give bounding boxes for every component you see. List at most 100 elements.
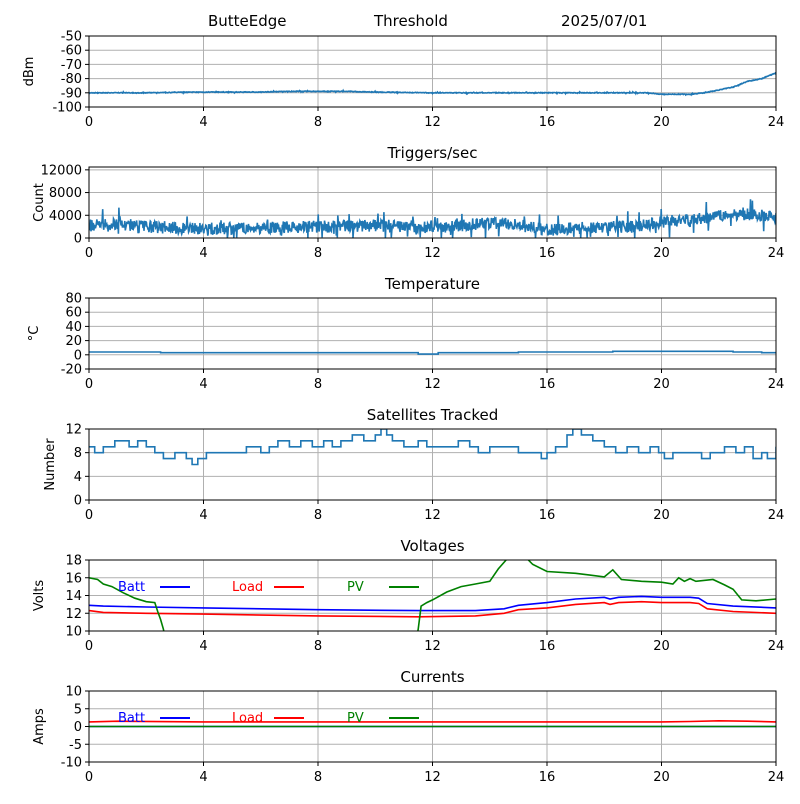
x-tick-label: 20 <box>653 377 670 392</box>
x-tick-label: 12 <box>424 639 441 654</box>
series-line-batt <box>89 595 776 612</box>
y-tick-label: -90 <box>61 86 82 101</box>
legend-label-batt: Batt <box>118 711 145 726</box>
x-tick-label: 12 <box>424 115 441 130</box>
x-tick-label: 4 <box>199 639 207 654</box>
legend-label-load: Load <box>232 711 263 726</box>
series-line <box>89 199 776 238</box>
y-axis-label: Volts <box>32 580 47 612</box>
currents-chart: 0 4 8 12 16 20 24 -10 -5 0 5 10 Currents Amps Batt Load… <box>32 668 784 785</box>
x-tick-label: 24 <box>768 508 785 523</box>
y-tick-label: 12 <box>65 423 82 438</box>
y-tick-label: 0 <box>74 232 82 247</box>
y-tick-label: 60 <box>65 306 82 321</box>
x-tick-label: 12 <box>424 377 441 392</box>
x-tick-label: 16 <box>539 770 556 785</box>
chart-title: Currents <box>400 668 464 686</box>
x-tick-label: 20 <box>653 115 670 130</box>
legend-label-load: Load <box>232 580 263 595</box>
chart-title: Triggers/sec <box>387 144 478 162</box>
x-tick-label: 4 <box>199 246 207 261</box>
chart-title: Temperature <box>384 275 480 293</box>
y-tick-label: 5 <box>74 702 82 717</box>
satellites-chart: 0 4 8 12 16 20 24 0 4 8 12 Satellites Tracked Number <box>43 406 784 523</box>
y-tick-label: -60 <box>61 44 82 59</box>
series-line-pv <box>89 560 776 631</box>
y-tick-label: -70 <box>61 58 82 73</box>
x-tick-label: 8 <box>314 508 322 523</box>
series-line <box>89 429 776 466</box>
x-tick-label: 12 <box>424 770 441 785</box>
x-tick-label: 0 <box>85 377 93 392</box>
x-tick-label: 24 <box>768 377 785 392</box>
x-tick-label: 24 <box>768 115 785 130</box>
y-tick-label: -5 <box>69 738 82 753</box>
x-tick-label: 4 <box>199 115 207 130</box>
y-tick-label: 20 <box>65 334 82 349</box>
x-tick-label: 8 <box>314 770 322 785</box>
x-tick-label: 24 <box>768 770 785 785</box>
x-tick-label: 8 <box>314 377 322 392</box>
product-name: Threshold <box>374 12 448 30</box>
series-line <box>89 350 776 355</box>
x-tick-label: 16 <box>539 508 556 523</box>
x-tick-label: 0 <box>85 115 93 130</box>
y-tick-label: -80 <box>61 72 82 87</box>
x-tick-label: 20 <box>653 639 670 654</box>
legend-label-pv: PV <box>347 711 364 726</box>
x-tick-label: 16 <box>539 377 556 392</box>
y-axis-label: dBm <box>22 57 37 87</box>
series-line <box>89 72 776 97</box>
x-tick-label: 0 <box>85 770 93 785</box>
signal-chart: 0 4 8 12 16 20 24 -100-90-80-70-60-50 dBm <box>22 30 784 131</box>
x-tick-label: 4 <box>199 377 207 392</box>
y-tick-label: 16 <box>65 571 82 586</box>
y-tick-label: 10 <box>65 625 82 640</box>
y-tick-label: 8000 <box>49 186 82 201</box>
x-tick-label: 12 <box>424 246 441 261</box>
x-tick-label: 16 <box>539 639 556 654</box>
x-tick-label: 0 <box>85 508 93 523</box>
x-tick-label: 12 <box>424 508 441 523</box>
x-tick-label: 16 <box>539 246 556 261</box>
y-axis-label: Count <box>32 183 47 222</box>
x-tick-label: 8 <box>314 639 322 654</box>
y-tick-label: 8 <box>74 446 82 461</box>
x-tick-label: 4 <box>199 508 207 523</box>
series-line-load <box>89 600 776 618</box>
x-tick-label: 4 <box>199 770 207 785</box>
y-axis-label: Number <box>43 438 58 491</box>
report-date: 2025/07/01 <box>561 12 648 30</box>
y-tick-label: 12000 <box>41 163 82 178</box>
x-tick-label: 24 <box>768 639 785 654</box>
y-tick-label: 0 <box>74 494 82 509</box>
x-tick-label: 8 <box>314 246 322 261</box>
x-tick-label: 20 <box>653 770 670 785</box>
y-tick-label: 14 <box>65 589 82 604</box>
x-tick-label: 0 <box>85 639 93 654</box>
triggers-chart: 0 4 8 12 16 20 24 0 4000 8000 12000 Triggers/sec Cou… <box>32 144 784 261</box>
y-tick-label: 4000 <box>49 209 82 224</box>
y-axis-label: °C <box>27 326 42 342</box>
y-tick-label: 40 <box>65 320 82 335</box>
y-tick-label: 0 <box>74 348 82 363</box>
x-tick-label: 16 <box>539 115 556 130</box>
y-tick-label: 18 <box>65 554 82 569</box>
y-tick-label: 4 <box>74 470 82 485</box>
y-tick-label: -20 <box>61 363 82 378</box>
y-tick-label: -50 <box>61 30 82 45</box>
series-line-load <box>89 719 776 723</box>
station-name: ButteEdge <box>208 12 287 30</box>
y-tick-label: 80 <box>65 292 82 307</box>
x-tick-label: 0 <box>85 246 93 261</box>
legend-label-pv: PV <box>347 580 364 595</box>
x-tick-label: 20 <box>653 246 670 261</box>
y-axis-label: Amps <box>32 708 47 745</box>
y-tick-label: -100 <box>52 101 82 116</box>
y-tick-label: 0 <box>74 720 82 735</box>
voltages-chart: 0 4 8 12 16 20 24 10 12 14 16 18 Voltages Volts Batt Lo… <box>32 537 784 654</box>
x-tick-label: 8 <box>314 115 322 130</box>
